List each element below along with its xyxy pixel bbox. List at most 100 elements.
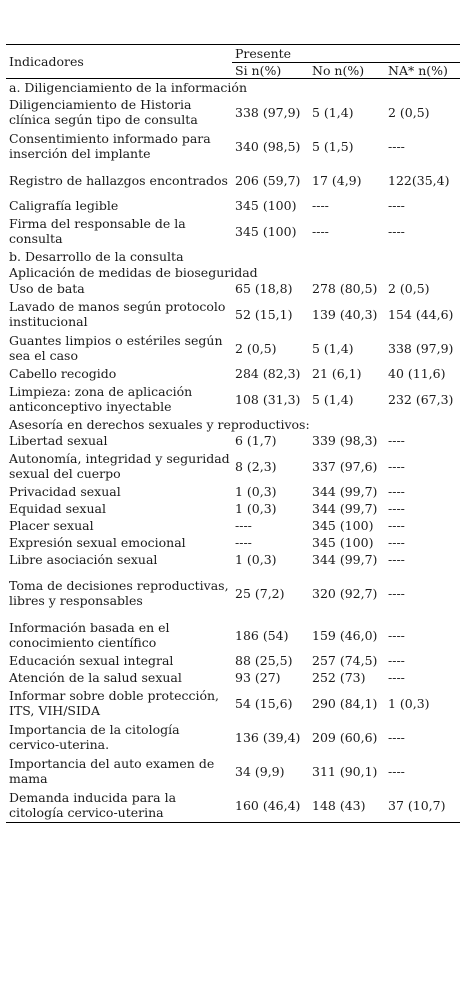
no-cell: 159 (46,0) [312,627,378,643]
na-cell: ---- [388,763,405,779]
no-cell: 344 (99,7) [312,501,378,516]
si-cell: 65 (18,8) [235,281,293,296]
section-title-row: Asesoría en derechos sexuales y reproduc… [6,416,460,432]
indicator-cell: Información basada en el conocimiento ci… [9,620,170,650]
indicators-table: Indicadores Presente Si n(%) No n(%) NA*… [6,44,461,823]
indicators-table-container: Indicadores Presente Si n(%) No n(%) NA*… [6,44,461,823]
no-cell: 320 (92,7) [312,585,378,601]
no-cell: 345 (100) [312,535,374,550]
section-title-row: a. Diligenciamiento de la información [6,79,460,96]
no-cell: 5 (1,5) [312,138,354,154]
si-cell: 6 (1,7) [235,433,277,448]
table-row: Autonomía, integridad y seguridad sexual… [6,449,460,483]
no-cell: 290 (84,1) [312,695,378,711]
header-presente: Presente [232,44,461,63]
no-cell: ---- [312,223,329,239]
si-cell: 88 (25,5) [235,653,293,668]
no-cell: 17 (4,9) [312,172,362,188]
na-cell: ---- [388,458,405,474]
si-cell: 2 (0,5) [235,340,277,356]
si-cell: 8 (2,3) [235,458,277,474]
no-cell: 345 (100) [312,518,374,533]
si-cell: 34 (9,9) [235,763,285,779]
si-cell: 186 (54) [235,627,289,643]
si-cell: 340 (98,5) [235,138,301,154]
no-cell: 139 (40,3) [312,306,378,322]
table-row: Expresión sexual emocional ---- 345 (100) -… [6,534,460,551]
na-cell: ---- [388,552,405,567]
table-row: Placer sexual ---- 345 (100) ---- [6,517,460,534]
si-cell: 108 (31,3) [235,391,301,407]
no-cell: 278 (80,5) [312,281,378,296]
na-cell: ---- [388,198,405,213]
indicator-cell: Uso de bata [9,281,85,296]
no-cell: 311 (90,1) [312,763,378,779]
table-row: Atención de la salud sexual 93 (27) 252 (7… [6,669,460,686]
na-cell: 1 (0,3) [388,695,430,711]
no-cell: 21 (6,1) [312,366,362,381]
table-row: Cabello recogido 284 (82,3) 21 (6,1) 40 (11… [6,365,460,382]
indicator-cell: Caligrafía legible [9,198,119,213]
no-cell: 5 (1,4) [312,391,354,407]
no-cell: 252 (73) [312,670,366,685]
si-cell: 160 (46,4) [235,797,301,813]
table-row: Caligrafía legible 345 (100) ---- ---- [6,197,460,214]
si-cell: 338 (97,9) [235,104,301,120]
na-cell: 2 (0,5) [388,281,430,296]
na-cell: ---- [388,484,405,499]
indicator-cell: Registro de hallazgos encontrados [9,172,228,188]
section-title: b. Desarrollo de la consulta [9,248,184,264]
section-title-row: Aplicación de medidas de bioseguridad [6,264,460,280]
si-cell: 52 (15,1) [235,306,293,322]
section-title: Aplicación de medidas de bioseguridad [9,264,258,280]
section-title: Asesoría en derechos sexuales y reproduc… [9,416,310,432]
no-cell: ---- [312,198,329,213]
table-row: Información basada en el conocimiento ci… [6,618,460,652]
no-cell: 337 (97,6) [312,458,378,474]
header-no: No n(%) [312,63,365,78]
indicator-cell: Placer sexual [9,518,94,533]
header-si: Si n(%) [235,63,282,78]
table-row: Libre asociación sexual 1 (0,3) 344 (99,7)… [6,551,460,568]
indicator-cell: Libre asociación sexual [9,552,158,567]
indicator-cell: Autonomía, integridad y seguridad sexual… [9,451,230,481]
na-cell: ---- [388,585,405,601]
no-cell: 344 (99,7) [312,552,378,567]
section-title: a. Diligenciamiento de la información [9,79,247,95]
table-row: Demanda inducida para la citología cervi… [6,788,461,823]
na-cell: ---- [388,627,405,643]
si-cell: 345 (100) [235,198,297,213]
indicator-cell: Toma de decisiones reproductivas, libres… [9,578,229,608]
indicator-cell: Cabello recogido [9,366,117,381]
indicator-cell: Consentimiento informado para inserción … [9,131,211,161]
na-cell: 154 (44,6) [388,306,454,322]
na-cell: ---- [388,653,405,668]
na-cell: ---- [388,223,405,239]
na-cell: ---- [388,433,405,448]
no-cell: 209 (60,6) [312,729,378,745]
indicator-cell: Guantes limpios o estériles según sea el… [9,333,223,363]
table-row: Firma del responsable de la consulta 345 … [6,214,460,248]
indicator-cell: Equidad sexual [9,501,106,516]
si-cell: 284 (82,3) [235,366,301,381]
no-cell: 257 (74,5) [312,653,378,668]
table-row: Privacidad sexual 1 (0,3) 344 (99,7) ---- [6,483,460,500]
header-row-1: Indicadores Presente [6,44,461,69]
na-cell: 37 (10,7) [388,797,446,813]
table-row: Uso de bata 65 (18,8) 278 (80,5) 2 (0,5) [6,280,460,297]
table-row: Importancia de la citología cervico-uter… [6,720,460,754]
table-row: Libertad sexual 6 (1,7) 339 (98,3) ---- [6,432,460,449]
indicator-cell: Importancia del auto examen de mama [9,756,215,786]
table-row: Informar sobre doble protección, ITS, VI… [6,686,460,720]
na-cell: ---- [388,501,405,516]
si-cell: 54 (15,6) [235,695,293,711]
indicator-cell: Firma del responsable de la consulta [9,216,186,246]
na-cell: ---- [388,670,405,685]
na-cell: 122(35,4) [388,172,450,188]
indicator-cell: Atención de la salud sexual [9,670,182,685]
table-row: Limpieza: zona de aplicación anticoncept… [6,382,460,416]
no-cell: 5 (1,4) [312,340,354,356]
si-cell: 136 (39,4) [235,729,301,745]
table-row: Educación sexual integral 88 (25,5) 257 (7… [6,652,460,669]
indicator-cell: Demanda inducida para la citología cervi… [9,790,177,820]
